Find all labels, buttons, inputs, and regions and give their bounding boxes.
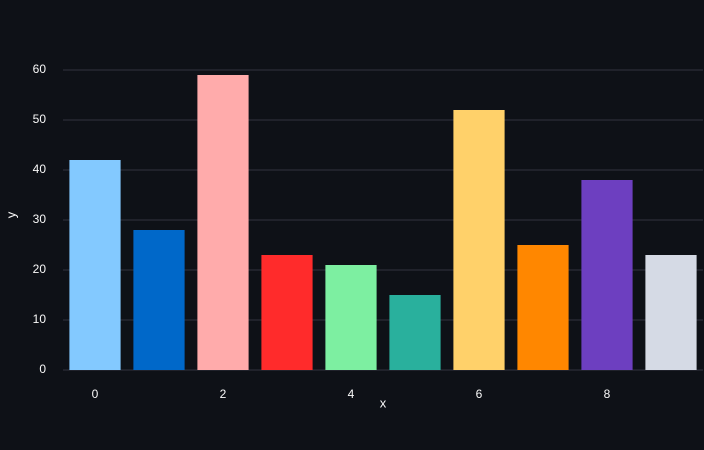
y-axis-label: y bbox=[3, 211, 18, 218]
x-tick-label: 8 bbox=[604, 387, 611, 401]
bar bbox=[261, 255, 313, 370]
y-tick-label: 10 bbox=[33, 312, 47, 326]
y-tick-label: 20 bbox=[33, 262, 47, 276]
bar bbox=[645, 255, 697, 370]
x-tick-label: 2 bbox=[220, 387, 227, 401]
bar bbox=[453, 110, 505, 370]
y-tick-label: 0 bbox=[39, 362, 46, 376]
bar bbox=[133, 230, 185, 370]
bar bbox=[581, 180, 633, 370]
y-tick-label: 30 bbox=[33, 212, 47, 226]
x-tick-label: 4 bbox=[348, 387, 355, 401]
bar bbox=[389, 295, 441, 370]
bar bbox=[69, 160, 121, 370]
bar bbox=[325, 265, 377, 370]
y-tick-label: 60 bbox=[33, 62, 47, 76]
x-axis-label: x bbox=[380, 395, 387, 410]
x-tick-label: 0 bbox=[92, 387, 99, 401]
y-tick-label: 50 bbox=[33, 112, 47, 126]
bar bbox=[517, 245, 569, 370]
x-tick-label: 6 bbox=[476, 387, 483, 401]
y-tick-label: 40 bbox=[33, 162, 47, 176]
bar bbox=[197, 75, 249, 370]
